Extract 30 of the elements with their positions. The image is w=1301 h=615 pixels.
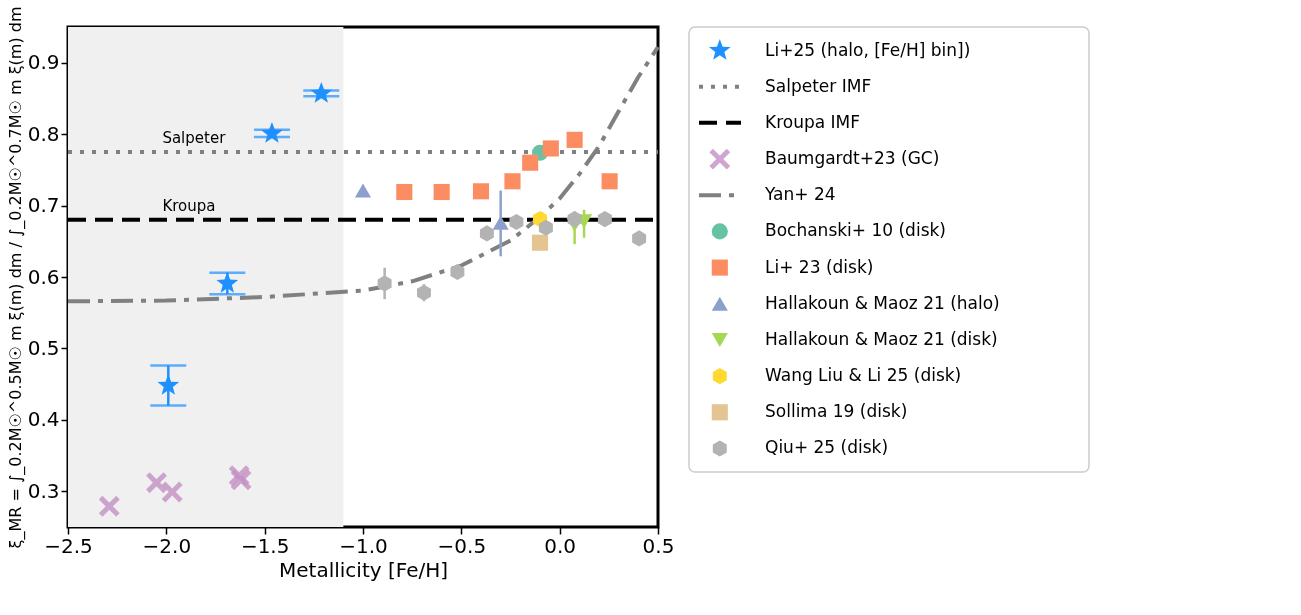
legend-label: Baumgardt+23 (GC) bbox=[765, 148, 940, 169]
y-tick-label: 0.6 bbox=[27, 264, 60, 289]
legend-label: Wang Liu & Li 25 (disk) bbox=[765, 365, 962, 386]
annotation: Salpeter bbox=[162, 129, 227, 147]
x-tick-label: −2.0 bbox=[142, 533, 192, 558]
legend-label: Li+ 23 (disk) bbox=[765, 256, 874, 277]
annotation: Kroupa bbox=[162, 196, 216, 215]
y-tick-label: 0.7 bbox=[27, 193, 60, 218]
legend-label: Li+25 (halo, [Fe/H] bin]) bbox=[765, 39, 971, 60]
y-tick-label: 0.3 bbox=[27, 478, 60, 503]
x-tick-label: −1.0 bbox=[339, 533, 388, 558]
y-tick-label: 0.8 bbox=[27, 121, 60, 146]
x-tick-label: −2.5 bbox=[44, 533, 93, 558]
x-tick-label: −0.5 bbox=[437, 533, 487, 558]
legend-label: Bochanski+ 10 (disk) bbox=[765, 220, 946, 241]
x-tick-label: 0.5 bbox=[642, 533, 675, 558]
y-axis-title: ξ_MR = ∫_0.2M☉^0.5M☉ m ξ(m) dm / ∫_0.2M☉^0.7M☉ m ξ(m) dm bbox=[5, 6, 26, 549]
x-axis-title: Metallicity [Fe/H] bbox=[278, 557, 449, 582]
legend-label: Kroupa IMF bbox=[765, 111, 861, 132]
y-tick-label: 0.9 bbox=[27, 50, 60, 75]
legend-label: Hallakoun & Maoz 21 (halo) bbox=[765, 292, 1000, 313]
legend-label: Sollima 19 (disk) bbox=[765, 401, 908, 422]
x-tick-label: 0.0 bbox=[544, 533, 577, 558]
legend-label: Salpeter IMF bbox=[765, 75, 872, 96]
y-tick-label: 0.4 bbox=[27, 407, 60, 432]
y-tick-label: 0.5 bbox=[27, 335, 60, 360]
legend-label: Hallakoun & Maoz 21 (disk) bbox=[765, 328, 998, 349]
legend-label: Qiu+ 25 (disk) bbox=[765, 437, 889, 458]
x-tick-label: −1.5 bbox=[240, 533, 290, 558]
legend-label: Yan+ 24 bbox=[764, 184, 836, 205]
